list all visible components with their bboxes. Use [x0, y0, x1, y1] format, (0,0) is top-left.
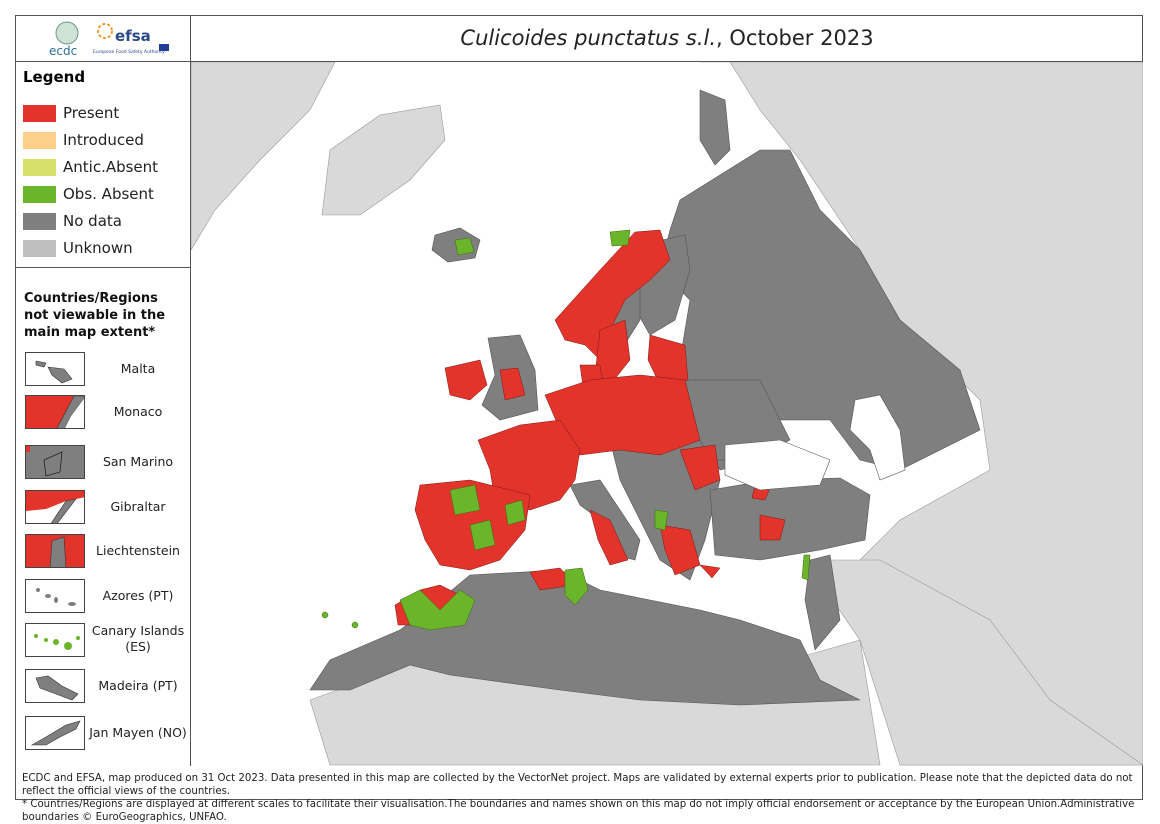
efsa-logo: efsa — [115, 27, 151, 45]
insets-title: Countries/Regions not viewable in the ma… — [24, 291, 166, 340]
italy-present — [589, 509, 629, 566]
no-data-areas — [309, 89, 981, 706]
logo-graphics: ecdc efsa European Food Safety Authority — [49, 21, 169, 58]
logos: ecdc efsa European Food Safety Authority — [15, 15, 191, 62]
legend-swatch — [23, 213, 56, 230]
legend: Legend Present Introduced Antic.Absent Obs.… — [15, 62, 191, 268]
iceland-absent — [454, 237, 475, 256]
inset-shape — [30, 720, 81, 746]
inset-label: San Marino — [102, 454, 174, 469]
inset-label: Monaco — [113, 404, 163, 419]
levant — [804, 554, 841, 651]
inset-label: Canary Islands (ES) — [91, 623, 185, 654]
england-present — [499, 367, 526, 401]
israel-absent — [801, 554, 811, 581]
eu-flag — [159, 44, 169, 51]
inset-label: Malta — [120, 361, 156, 376]
canary-absent — [351, 621, 359, 629]
title-species: Culicoides punctatus s.l. — [460, 26, 717, 50]
inset-shape — [36, 588, 76, 606]
norway-absent — [609, 229, 631, 247]
spain-north-absent — [449, 484, 481, 516]
legend-swatch — [23, 132, 56, 149]
inset-shape — [34, 634, 80, 650]
inset-shape — [26, 491, 84, 523]
efsa-subtitle: European Food Safety Authority — [93, 49, 165, 55]
inset-label: Madeira (PT) — [98, 678, 178, 693]
legend-swatch — [23, 240, 56, 257]
inset-box — [25, 534, 85, 568]
inset-label: Gibraltar — [110, 499, 166, 514]
inset-box — [25, 395, 85, 429]
legend-title: Legend — [23, 68, 86, 86]
inset-box — [25, 669, 85, 703]
inset-shape — [35, 360, 73, 384]
footer-line: * Countries/Regions are displayed at dif… — [22, 799, 1135, 823]
norway-present — [554, 229, 671, 361]
inset-label: Jan Mayen (NO) — [89, 725, 187, 740]
catalonia-absent — [504, 499, 526, 526]
ecdc-logo: ecdc — [49, 44, 77, 58]
ireland-present — [444, 359, 488, 401]
turkey — [709, 477, 871, 561]
france-present — [477, 419, 581, 511]
albania-absent — [654, 509, 669, 531]
greenland — [191, 62, 336, 251]
spain-central-absent — [469, 519, 496, 551]
legend-label: Present — [63, 104, 120, 122]
inset-shape — [26, 396, 84, 428]
legend-label: No data — [63, 212, 122, 230]
inset-label: Azores (PT) — [102, 588, 174, 603]
inset-shape — [26, 446, 84, 478]
map — [191, 62, 1143, 766]
azores-absent — [321, 611, 329, 619]
inset-label: Liechtenstein — [96, 543, 180, 558]
romania-present — [679, 444, 721, 491]
arabia — [804, 559, 1143, 766]
footer-line: ECDC and EFSA, map produced on 31 Oct 20… — [22, 773, 1133, 797]
inset-box — [25, 490, 85, 524]
inset-box — [25, 445, 85, 479]
efsa-sun — [97, 23, 113, 39]
black-sea — [724, 439, 831, 491]
seas — [724, 394, 906, 491]
inset-box — [25, 352, 85, 386]
observed-absent-areas — [321, 229, 811, 631]
inset-box — [25, 716, 85, 750]
ecdc-globe — [55, 21, 79, 45]
map-title: Culicoides punctatus s.l., October 2023 — [191, 15, 1143, 62]
inset-shape — [35, 675, 79, 701]
side-panel — [15, 15, 191, 766]
legend-label: Obs. Absent — [63, 185, 154, 203]
inset-box — [25, 623, 85, 657]
legend-label: Antic.Absent — [63, 158, 159, 176]
crete-present — [699, 564, 721, 579]
legend-label: Unknown — [63, 239, 133, 257]
footer: ECDC and EFSA, map produced on 31 Oct 20… — [22, 772, 1142, 824]
legend-swatch — [23, 159, 56, 176]
legend-swatch — [23, 186, 56, 203]
legend-label: Introduced — [63, 131, 144, 149]
inset-shape — [26, 535, 84, 567]
svalbard-region — [321, 104, 446, 216]
title-date: , October 2023 — [716, 26, 874, 50]
turkey-present — [759, 514, 786, 541]
novaya-zemlya — [699, 89, 731, 166]
morocco-absent — [399, 589, 476, 631]
legend-swatch — [23, 105, 56, 122]
greece-present — [659, 524, 701, 576]
tunisia-absent — [564, 567, 589, 606]
caspian-sea — [849, 394, 906, 481]
inset-box — [25, 579, 85, 613]
